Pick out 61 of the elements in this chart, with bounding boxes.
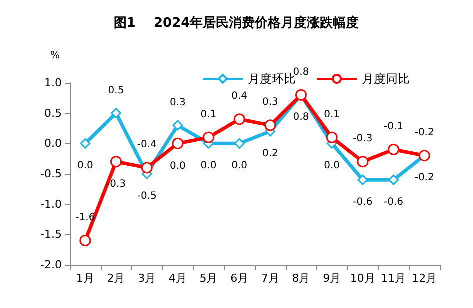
- x-tick-label: 1月: [76, 272, 94, 285]
- data-label: 0.0: [170, 160, 186, 172]
- data-label: 0.0: [77, 160, 94, 172]
- data-label: 0.0: [232, 160, 248, 172]
- point: [264, 120, 276, 132]
- point: [388, 144, 400, 156]
- point: [110, 156, 122, 168]
- data-label: -0.2: [414, 128, 434, 139]
- data-label: -0.3: [353, 134, 373, 145]
- data-label: -0.1: [384, 121, 404, 132]
- y-tick-label: 1.0: [44, 76, 62, 90]
- data-label: 0.0: [200, 160, 217, 172]
- point: [234, 114, 246, 126]
- y-axis-title: %: [50, 50, 60, 62]
- y-tick-label: -1.0: [40, 198, 62, 211]
- data-label: 0.3: [262, 97, 278, 108]
- x-tick-label: 5月: [200, 272, 218, 285]
- data-label: -0.6: [353, 196, 373, 208]
- point: [357, 156, 369, 168]
- data-label: -0.2: [414, 172, 434, 184]
- point: [358, 174, 368, 186]
- point: [172, 138, 184, 150]
- point: [388, 174, 399, 186]
- x-tick-label: 3月: [138, 272, 156, 285]
- data-label: -0.6: [384, 196, 404, 208]
- point: [80, 234, 92, 246]
- data-label: 0.8: [293, 66, 310, 78]
- data-label: -0.4: [137, 140, 157, 151]
- y-tick-label: -0.5: [40, 168, 62, 180]
- data-label: 0.8: [293, 112, 310, 123]
- y-tick-label: -2.0: [40, 258, 62, 272]
- legend-label: 月度环比: [248, 72, 296, 86]
- x-tick-label: 10月: [350, 272, 376, 285]
- point: [234, 138, 245, 149]
- data-label: 0.2: [262, 148, 278, 160]
- y-tick-label: 0.5: [44, 106, 62, 120]
- x-tick-label: 11月: [381, 272, 406, 285]
- x-tick-label: 4月: [168, 272, 187, 285]
- point: [172, 120, 184, 131]
- point: [111, 108, 122, 119]
- point: [203, 132, 214, 144]
- y-tick-label: -1.5: [40, 228, 62, 242]
- x-tick-label: 8月: [292, 272, 310, 285]
- point: [80, 138, 91, 149]
- point: [326, 132, 338, 144]
- x-tick-label: 7月: [261, 272, 280, 285]
- data-label: -0.5: [137, 190, 157, 202]
- data-label: 0.5: [108, 86, 124, 97]
- x-tick-label: 2月: [107, 272, 126, 285]
- chart-title: 图1 2024年居民消费价格月度涨跌幅度: [114, 15, 360, 31]
- x-tick-label: 9月: [323, 272, 342, 285]
- data-label: 0.1: [200, 109, 217, 120]
- x-tick-label: 12月: [412, 272, 438, 285]
- data-label: 0.1: [324, 109, 340, 120]
- y-tick-label: 0.0: [44, 137, 62, 150]
- legend-label: 月度同比: [362, 72, 410, 86]
- x-tick-label: 6月: [230, 272, 249, 285]
- data-label: 0.0: [324, 160, 340, 172]
- data-label: 0.4: [232, 91, 248, 102]
- point: [141, 162, 153, 174]
- data-label: 0.3: [170, 98, 186, 109]
